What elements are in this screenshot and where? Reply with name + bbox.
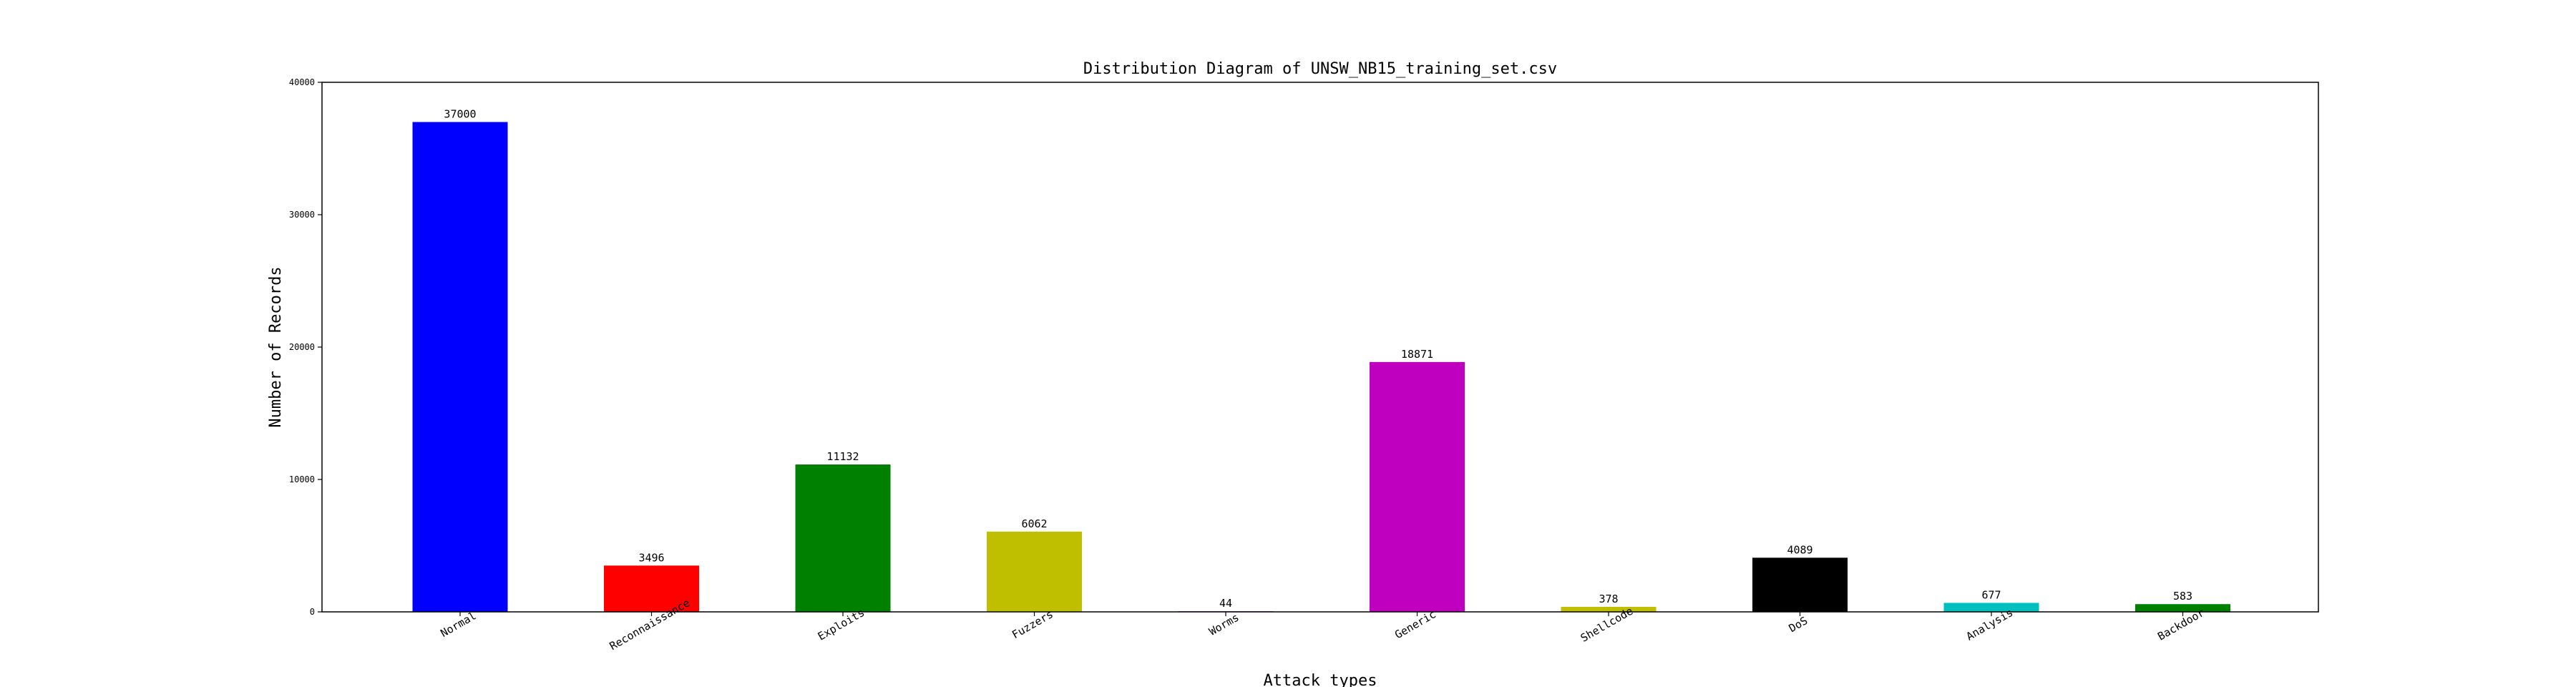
y-tick-label-0: 0 bbox=[310, 607, 315, 617]
x-tick-label-fuzzers: Fuzzers bbox=[1010, 608, 1055, 641]
plot-area: 37000 3496 11132 6062 44 18871 378 4089 677 583 0… bbox=[289, 77, 2319, 653]
plot-frame bbox=[321, 82, 2319, 613]
value-label-analysis: 677 bbox=[1981, 588, 2001, 601]
bar-analysis bbox=[1943, 603, 2039, 612]
value-label-shellcode: 378 bbox=[1599, 593, 1618, 605]
x-axis: Normal Reconnaissance Exploits Fuzzers Worms… bbox=[439, 596, 2207, 653]
value-label-fuzzers: 6062 bbox=[1021, 517, 1047, 530]
chart-title: Distribution Diagram of UNSW_NB15_traini… bbox=[1083, 60, 1557, 78]
bar-exploits bbox=[795, 464, 891, 612]
value-label-dos: 4089 bbox=[1787, 543, 1813, 556]
x-tick-label-generic: Generic bbox=[1392, 608, 1438, 641]
bar-dos bbox=[1752, 557, 1848, 612]
y-tick-label-10000: 10000 bbox=[289, 474, 315, 484]
value-label-reconnaissance: 3496 bbox=[638, 551, 664, 564]
x-tick-label-dos: DoS bbox=[1787, 614, 1810, 635]
y-axis: 0 10000 20000 30000 40000 bbox=[289, 77, 322, 617]
bar-backdoor bbox=[2135, 604, 2230, 612]
bar-fuzzers bbox=[987, 531, 1082, 612]
bar-shellcode bbox=[1561, 607, 1657, 612]
value-label-worms: 44 bbox=[1219, 597, 1232, 610]
y-tick-label-30000: 30000 bbox=[289, 210, 315, 220]
y-tick-label-20000: 20000 bbox=[289, 342, 315, 352]
value-label-normal: 37000 bbox=[444, 108, 476, 121]
value-label-backdoor: 583 bbox=[2173, 590, 2192, 603]
value-labels-layer: 37000 3496 11132 6062 44 18871 378 4089 677 583 bbox=[444, 108, 2192, 610]
x-tick-label-normal: Normal bbox=[439, 609, 479, 640]
value-label-generic: 18871 bbox=[1401, 348, 1433, 361]
value-label-exploits: 11132 bbox=[826, 450, 859, 463]
y-axis-label: Number of Records bbox=[267, 266, 285, 427]
x-axis-label: Attack types bbox=[1264, 672, 1377, 687]
y-tick-label-40000: 40000 bbox=[289, 77, 315, 87]
bar-normal bbox=[412, 122, 508, 612]
bars-layer bbox=[412, 122, 2230, 612]
x-tick-label-worms: Worms bbox=[1206, 611, 1241, 638]
bar-generic bbox=[1370, 361, 1465, 612]
bar-reconnaissance bbox=[604, 565, 699, 612]
